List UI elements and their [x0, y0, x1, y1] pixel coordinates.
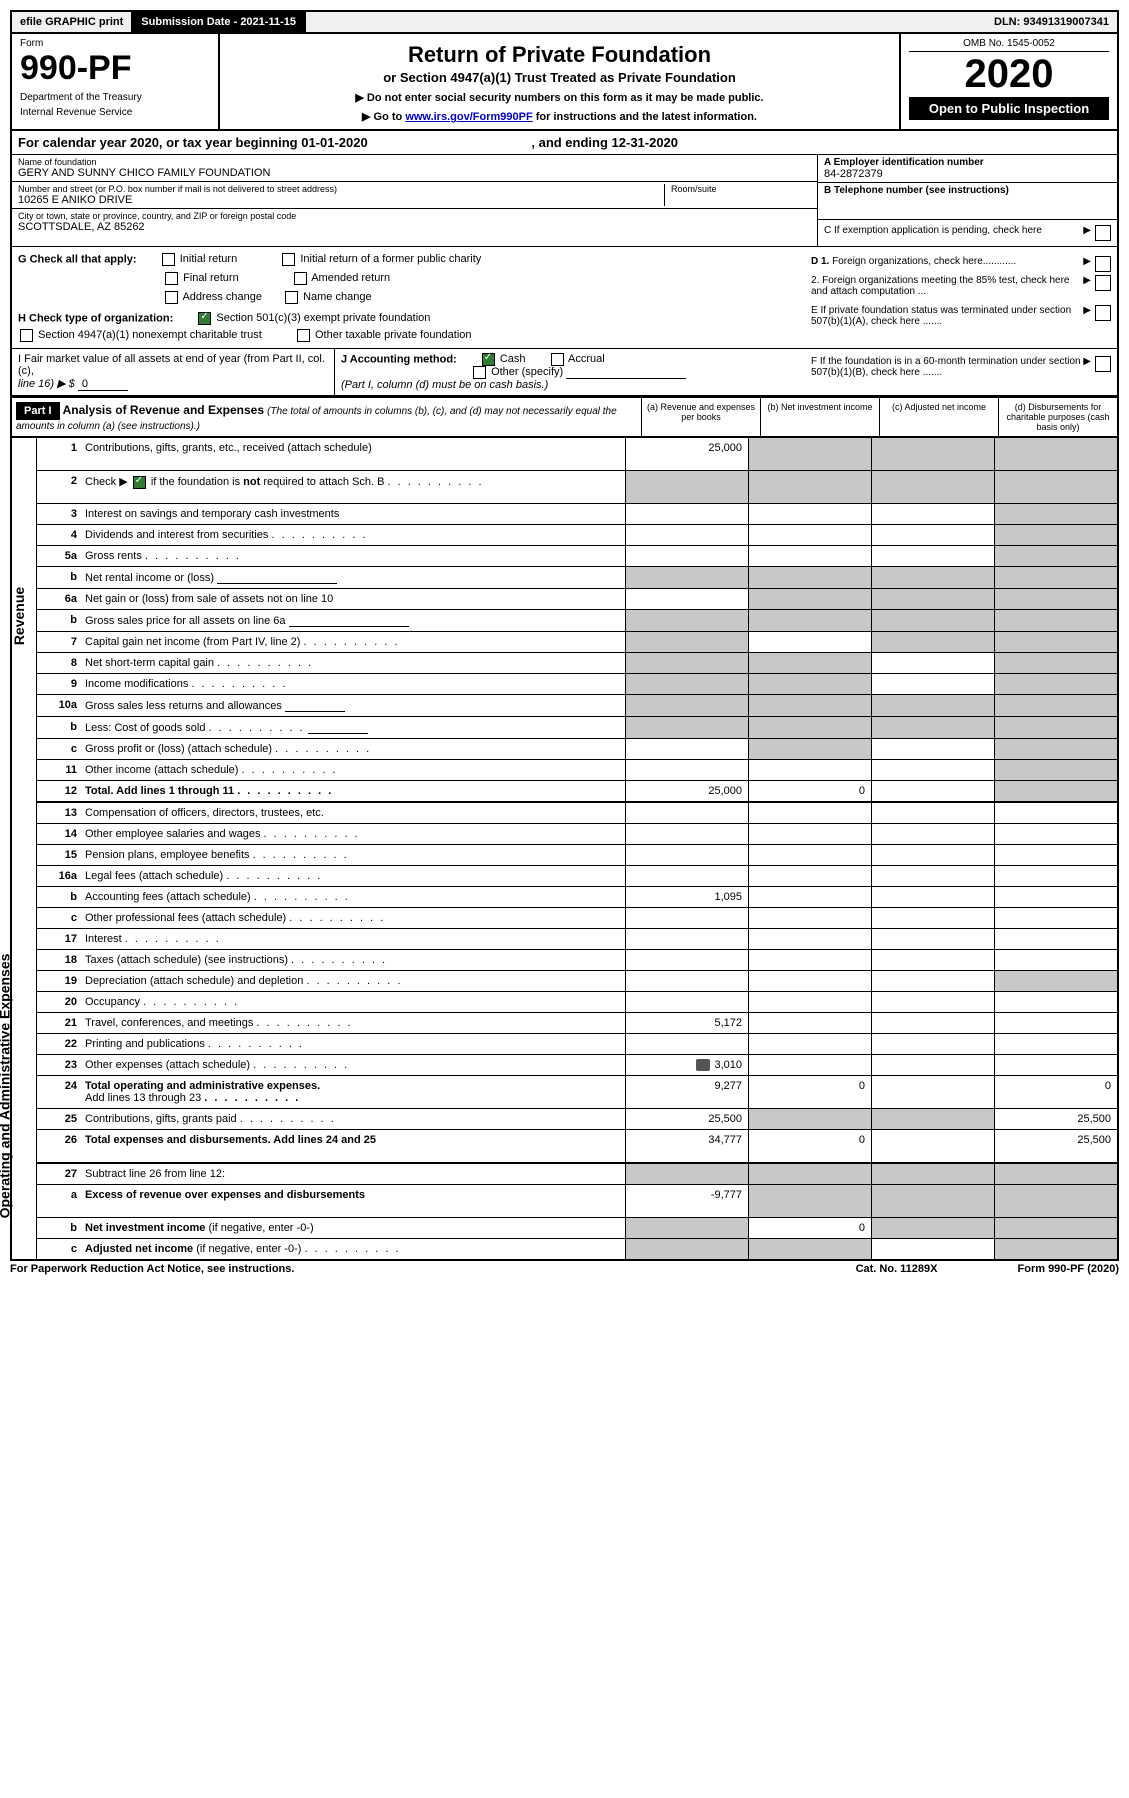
city-cell: City or town, state or province, country…: [12, 208, 817, 235]
schb-checkbox[interactable]: [133, 476, 146, 489]
main-table: Revenue Operating and Administrative Exp…: [10, 438, 1119, 1261]
part1-header-row: Part I Analysis of Revenue and Expenses …: [10, 397, 1119, 438]
initial-former-checkbox[interactable]: [282, 253, 295, 266]
name-change-checkbox[interactable]: [285, 291, 298, 304]
ein-cell: A Employer identification number 84-2872…: [818, 154, 1117, 182]
subtitle-1: or Section 4947(a)(1) Trust Treated as P…: [228, 70, 891, 85]
street-cell: Number and street (or P.O. box number if…: [12, 181, 817, 208]
dept-label: Department of the Treasury: [20, 92, 210, 103]
tax-year: 2020: [909, 52, 1109, 97]
cat-no: Cat. No. 11289X: [856, 1263, 938, 1275]
form-title: Return of Private Foundation: [228, 42, 891, 68]
col-c-header: (c) Adjusted net income: [879, 398, 998, 436]
form-number: 990-PF: [20, 49, 210, 88]
form-container: efile GRAPHIC print Submission Date - 20…: [10, 10, 1119, 1275]
fmv-section: I Fair market value of all assets at end…: [12, 348, 1117, 395]
4947-checkbox[interactable]: [20, 329, 33, 342]
irs-label: Internal Revenue Service: [20, 107, 210, 118]
header-right: OMB No. 1545-0052 2020 Open to Public In…: [901, 34, 1117, 129]
paperwork-notice: For Paperwork Reduction Act Notice, see …: [10, 1263, 294, 1275]
info-section: For calendar year 2020, or tax year begi…: [10, 131, 1119, 397]
col-a-header: (a) Revenue and expenses per books: [641, 398, 760, 436]
d2-checkbox[interactable]: [1095, 275, 1111, 291]
accrual-checkbox[interactable]: [551, 353, 564, 366]
form-ref: Form 990-PF (2020): [1018, 1263, 1120, 1275]
irs-link[interactable]: www.irs.gov/Form990PF: [405, 111, 532, 123]
other-method-checkbox[interactable]: [473, 366, 486, 379]
e-checkbox[interactable]: [1095, 305, 1111, 321]
inspection-label: Open to Public Inspection: [909, 97, 1109, 120]
efile-label[interactable]: efile GRAPHIC print: [12, 12, 133, 32]
subtitle-2b: ▶ Go to www.irs.gov/Form990PF for instru…: [228, 110, 891, 123]
header-center: Return of Private Foundation or Section …: [220, 34, 901, 129]
part1-label: Part I: [16, 402, 60, 420]
initial-return-checkbox[interactable]: [162, 253, 175, 266]
other-taxable-checkbox[interactable]: [297, 329, 310, 342]
checkbox-area: G Check all that apply: Initial return I…: [12, 246, 1117, 348]
pending-checkbox[interactable]: [1095, 225, 1111, 241]
foundation-name-cell: Name of foundation GERY AND SUNNY CHICO …: [12, 154, 817, 181]
part1-title: Analysis of Revenue and Expenses: [63, 403, 264, 417]
final-return-checkbox[interactable]: [165, 272, 178, 285]
calendar-year-line: For calendar year 2020, or tax year begi…: [12, 131, 1117, 154]
pending-cell: C If exemption application is pending, c…: [818, 219, 1117, 246]
cash-checkbox[interactable]: [482, 353, 495, 366]
form-header: Form 990-PF Department of the Treasury I…: [10, 34, 1119, 131]
address-change-checkbox[interactable]: [165, 291, 178, 304]
footer: For Paperwork Reduction Act Notice, see …: [10, 1263, 1119, 1275]
omb-number: OMB No. 1545-0052: [909, 38, 1109, 52]
submission-date: Submission Date - 2021-11-15: [133, 12, 306, 32]
d1-checkbox[interactable]: [1095, 256, 1111, 272]
top-bar: efile GRAPHIC print Submission Date - 20…: [10, 10, 1119, 34]
501c3-checkbox[interactable]: [198, 312, 211, 325]
form-label: Form: [20, 38, 210, 49]
f-checkbox[interactable]: [1095, 356, 1111, 372]
attachment-icon[interactable]: [696, 1059, 710, 1071]
side-label: Revenue Operating and Administrative Exp…: [12, 438, 37, 1259]
subtitle-2a: ▶ Do not enter social security numbers o…: [228, 91, 891, 104]
header-left: Form 990-PF Department of the Treasury I…: [12, 34, 220, 129]
amended-return-checkbox[interactable]: [294, 272, 307, 285]
dln-label: DLN: 93491319007341: [986, 12, 1117, 32]
phone-cell: B Telephone number (see instructions): [818, 182, 1117, 219]
col-b-header: (b) Net investment income: [760, 398, 879, 436]
col-d-header: (d) Disbursements for charitable purpose…: [998, 398, 1117, 436]
